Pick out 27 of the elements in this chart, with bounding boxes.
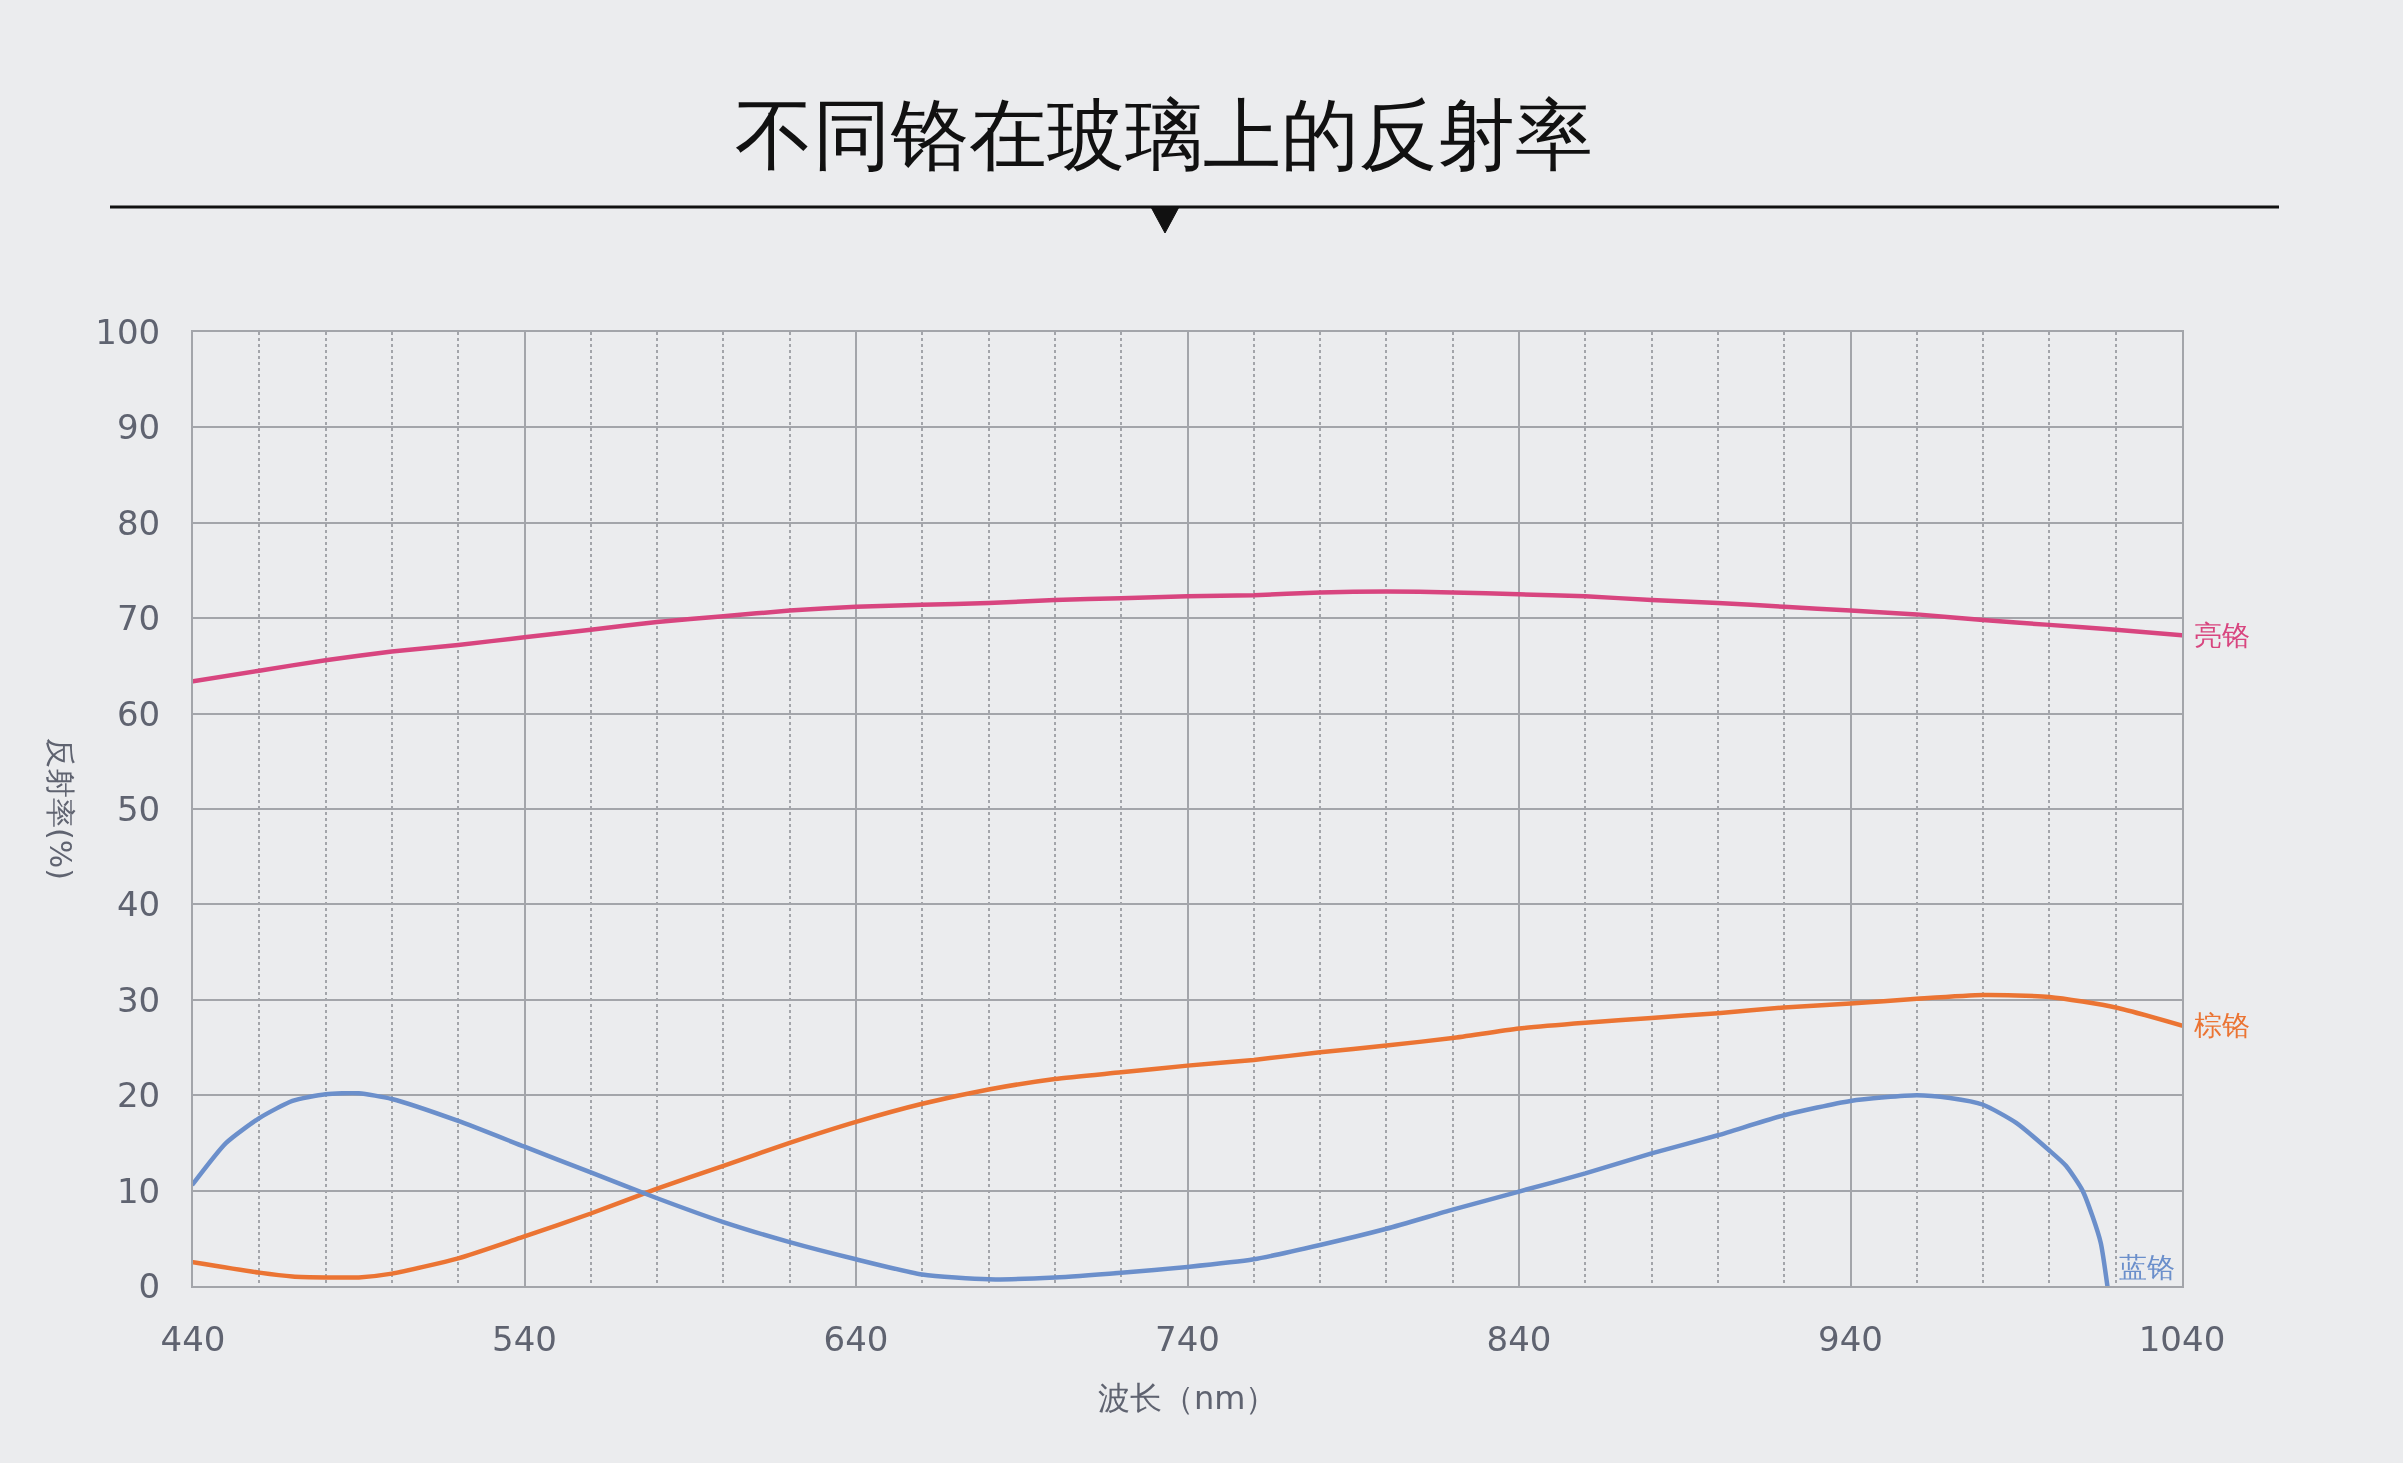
chart-title: 不同铬在玻璃上的反射率	[735, 90, 1593, 181]
y-tick-label: 50	[116, 788, 161, 829]
series-label: 蓝铬	[2119, 1251, 2175, 1284]
y-tick-label: 0	[138, 1265, 161, 1306]
line-series	[193, 1091, 2110, 1286]
series-label: 亮铬	[2194, 619, 2250, 652]
y-tick-label: 40	[116, 884, 161, 925]
y-tick-label: 100	[95, 311, 161, 352]
y-tick-label: 30	[116, 979, 161, 1020]
series-label: 棕铬	[2194, 1009, 2250, 1042]
x-tick-label: 440	[160, 1318, 226, 1359]
x-tick-label: 740	[1155, 1318, 1220, 1359]
x-axis-title: 波长（nm）	[1098, 1379, 1278, 1417]
y-tick-label: 90	[116, 407, 161, 448]
y-tick-label: 80	[116, 502, 161, 543]
y-tick-label: 60	[116, 693, 161, 734]
x-tick-label: 540	[492, 1318, 557, 1359]
y-tick-label: 10	[116, 1170, 161, 1211]
x-tick-label: 640	[823, 1318, 889, 1359]
x-tick-label: 1040	[2138, 1318, 2226, 1359]
x-tick-label: 940	[1818, 1318, 1883, 1359]
y-axis-title: 反射率(%)	[43, 738, 78, 880]
y-tick-label: 20	[116, 1075, 161, 1116]
line-series	[193, 589, 2182, 684]
x-tick-label: 840	[1486, 1318, 1552, 1359]
y-tick-label: 70	[116, 598, 161, 639]
line-series	[193, 992, 2182, 1280]
